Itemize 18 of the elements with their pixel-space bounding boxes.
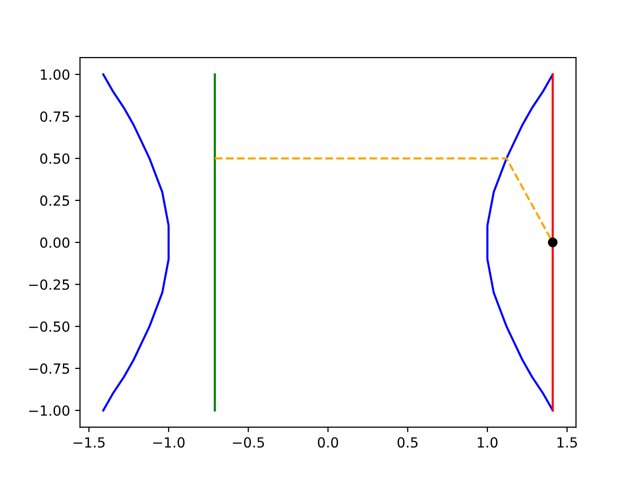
y-tick-label: −0.25 [29,279,70,290]
y-tick-label: 1.00 [40,69,70,80]
y-tick-label: 0.50 [40,153,70,164]
line-series [486,73,554,412]
y-tick-label: −0.75 [29,363,70,374]
x-tick-label: 0.0 [318,437,338,448]
x-tick-label: 1.0 [478,437,498,448]
line-series [102,73,170,412]
y-tick-label: −0.50 [29,321,70,332]
x-tick-label: −1.0 [153,437,185,448]
x-tick-label: 1.5 [558,437,577,448]
x-tick-label: 0.5 [398,437,418,448]
y-tick-label: −1.00 [29,405,70,416]
y-tick-label: 0.00 [40,237,70,248]
y-tick-label: 0.75 [40,111,70,122]
x-tick-label: −1.5 [74,437,105,448]
x-tick-label: −0.5 [232,437,264,448]
y-tick-label: 0.25 [40,195,70,206]
